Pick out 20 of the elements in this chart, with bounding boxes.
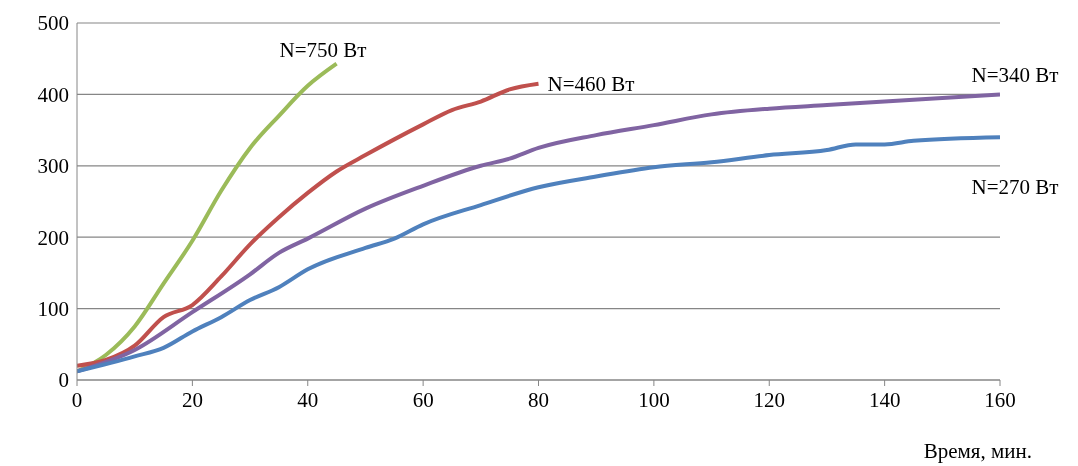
y-tick-label: 300 — [37, 154, 69, 179]
x-tick-label: 100 — [638, 387, 670, 412]
x-tick-label: 160 — [984, 387, 1016, 412]
series-label: N=270 Вт — [971, 175, 1059, 200]
y-tick-label: 500 — [37, 11, 69, 36]
series-label: N=750 Вт — [279, 37, 367, 62]
y-tick-label: 0 — [58, 368, 69, 393]
y-tick-label: 100 — [37, 297, 69, 322]
x-tick-label: 120 — [753, 387, 785, 412]
line-series — [77, 81, 541, 368]
x-tick-label: 80 — [528, 387, 549, 412]
x-tick-label: 60 — [412, 387, 434, 412]
series-label: N=460 Вт — [547, 71, 635, 96]
x-axis-title: Время, мин. — [923, 439, 1032, 463]
x-tick-label: 20 — [181, 387, 203, 412]
x-tick-label: 40 — [297, 387, 319, 412]
series-label: N=340 Вт — [971, 63, 1059, 88]
y-tick-label: 400 — [37, 82, 69, 107]
x-tick-label: 140 — [868, 387, 901, 412]
y-tick-label: 200 — [37, 225, 69, 250]
